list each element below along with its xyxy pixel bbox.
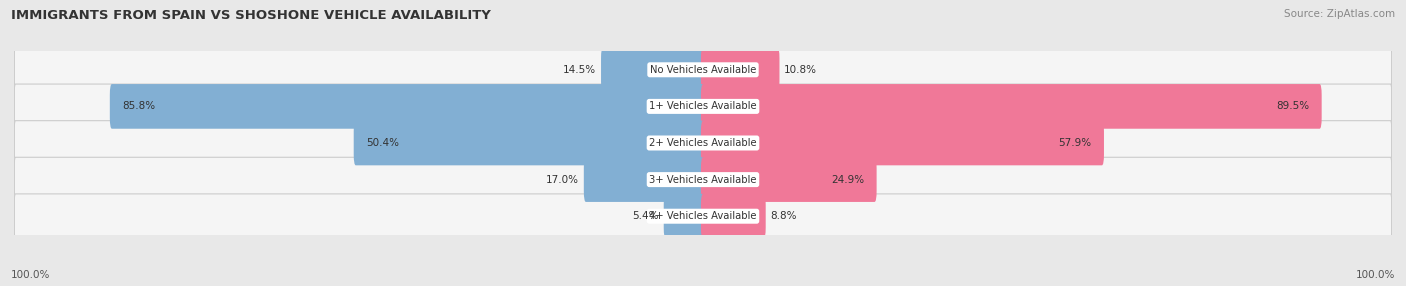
Text: 14.5%: 14.5%: [562, 65, 596, 75]
Text: 8.8%: 8.8%: [770, 211, 797, 221]
FancyBboxPatch shape: [110, 84, 704, 129]
Text: 2+ Vehicles Available: 2+ Vehicles Available: [650, 138, 756, 148]
FancyBboxPatch shape: [14, 121, 1392, 165]
FancyBboxPatch shape: [354, 121, 704, 165]
Text: 100.0%: 100.0%: [1355, 270, 1395, 280]
Text: 4+ Vehicles Available: 4+ Vehicles Available: [650, 211, 756, 221]
FancyBboxPatch shape: [14, 194, 1392, 239]
FancyBboxPatch shape: [702, 121, 1104, 165]
Text: 50.4%: 50.4%: [366, 138, 399, 148]
FancyBboxPatch shape: [600, 47, 704, 92]
Text: 10.8%: 10.8%: [785, 65, 817, 75]
Text: 3+ Vehicles Available: 3+ Vehicles Available: [650, 175, 756, 184]
Text: 24.9%: 24.9%: [831, 175, 865, 184]
FancyBboxPatch shape: [702, 84, 1322, 129]
Text: 85.8%: 85.8%: [122, 102, 155, 111]
Text: Source: ZipAtlas.com: Source: ZipAtlas.com: [1284, 9, 1395, 19]
FancyBboxPatch shape: [14, 84, 1392, 129]
Text: 17.0%: 17.0%: [546, 175, 579, 184]
FancyBboxPatch shape: [14, 47, 1392, 92]
FancyBboxPatch shape: [14, 157, 1392, 202]
FancyBboxPatch shape: [702, 194, 766, 239]
FancyBboxPatch shape: [702, 47, 779, 92]
Text: 100.0%: 100.0%: [11, 270, 51, 280]
Text: No Vehicles Available: No Vehicles Available: [650, 65, 756, 75]
FancyBboxPatch shape: [702, 157, 876, 202]
FancyBboxPatch shape: [583, 157, 704, 202]
Text: IMMIGRANTS FROM SPAIN VS SHOSHONE VEHICLE AVAILABILITY: IMMIGRANTS FROM SPAIN VS SHOSHONE VEHICL…: [11, 9, 491, 21]
Text: 57.9%: 57.9%: [1059, 138, 1091, 148]
Text: 89.5%: 89.5%: [1277, 102, 1309, 111]
Text: 5.4%: 5.4%: [633, 211, 659, 221]
FancyBboxPatch shape: [664, 194, 704, 239]
Text: 1+ Vehicles Available: 1+ Vehicles Available: [650, 102, 756, 111]
